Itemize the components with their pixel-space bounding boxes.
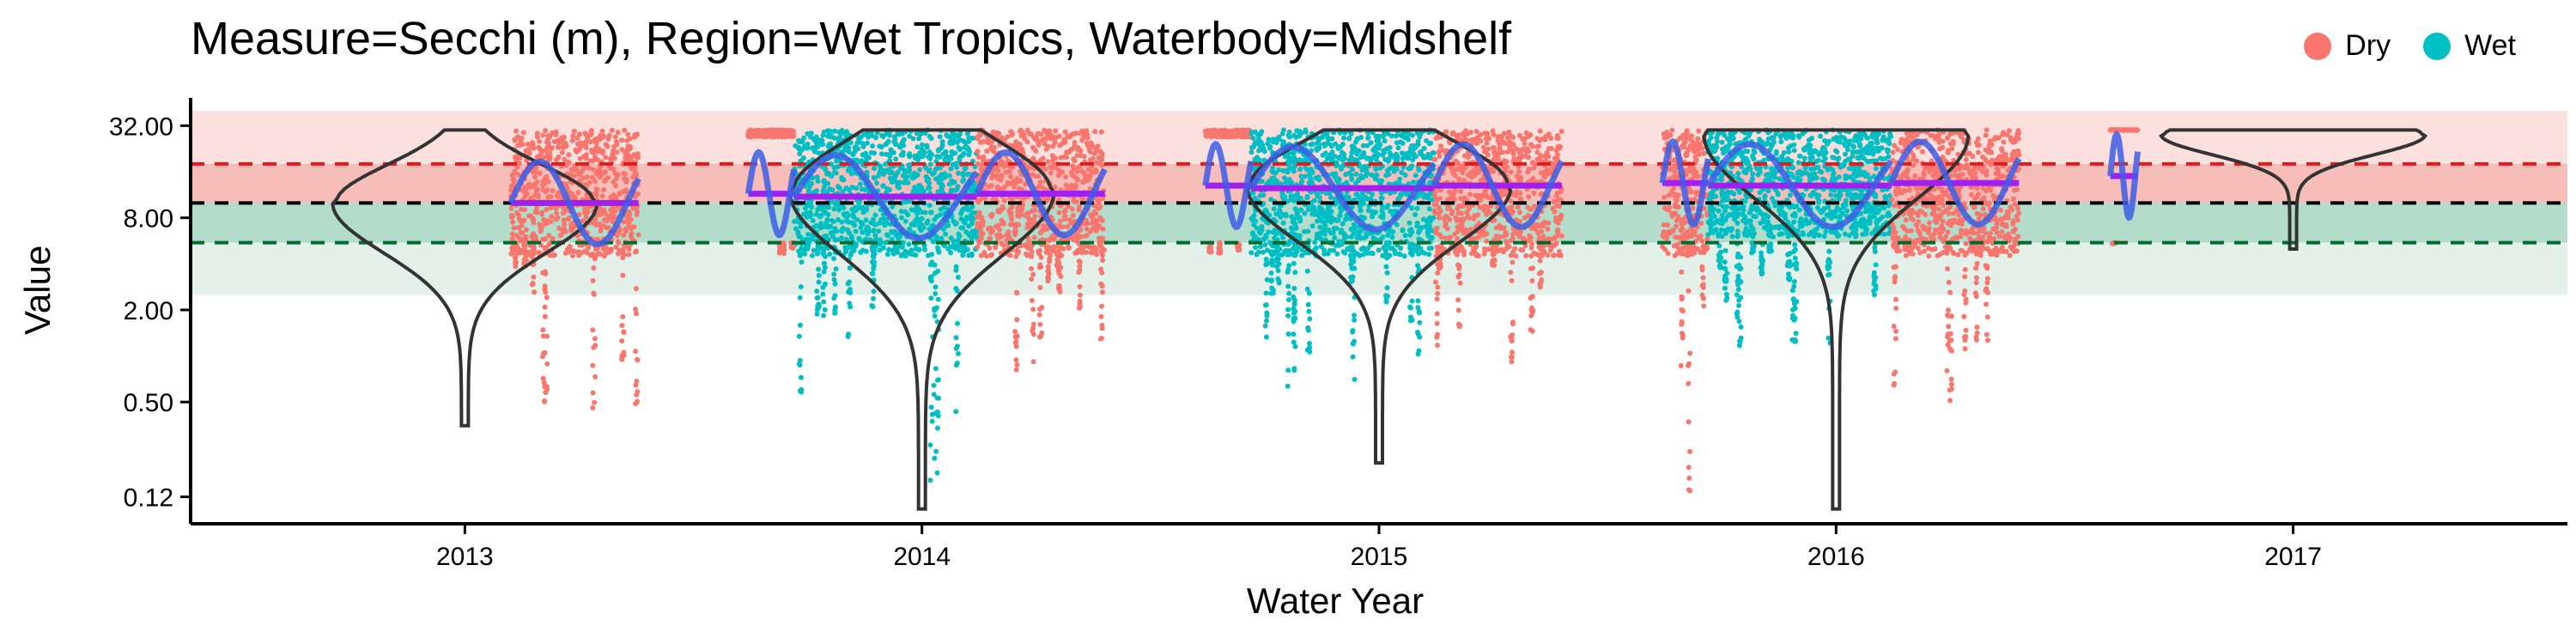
legend-key-dry [2304, 32, 2332, 60]
x-tick-label: 2016 [1807, 543, 1865, 571]
x-tick-label: 2015 [1351, 543, 1408, 571]
violin-2014 [787, 128, 1056, 511]
x-tick-label: 2017 [2264, 543, 2322, 571]
trend-line-2016 [1888, 138, 2022, 228]
y-tick-label: 0.50 [124, 389, 173, 417]
legend-label-wet: Wet [2464, 29, 2516, 62]
x-axis-title: Water Year [1246, 580, 1425, 621]
violin-2017 [2159, 128, 2428, 251]
legend: Dry Wet [2304, 29, 2516, 63]
trend-line-2015 [1202, 140, 1255, 231]
legend-label-dry: Dry [2345, 29, 2391, 62]
x-tick-label: 2013 [436, 543, 494, 571]
legend-key-wet [2423, 32, 2451, 60]
legend-item-wet: Wet [2423, 29, 2516, 63]
legend-item-dry: Dry [2304, 29, 2391, 63]
violin-2016 [1702, 128, 1971, 511]
trend-line-2014 [744, 149, 798, 239]
y-tick-label: 8.00 [124, 205, 173, 234]
trend-line-2014 [791, 152, 980, 241]
trend-line-2016 [1705, 141, 1894, 230]
trend-line-2016 [1659, 137, 1711, 228]
y-tick-label: 0.12 [124, 484, 173, 513]
point-cloud-2015-dry [1202, 127, 1254, 256]
chart-title: Measure=Secchi (m), Region=Wet Tropics, … [191, 13, 1512, 64]
violin-2015 [1245, 128, 1513, 465]
x-tick-label: 2014 [893, 543, 951, 571]
trend-line-2014 [974, 149, 1108, 239]
trend-line-2015 [1249, 143, 1437, 233]
y-tick-label: 2.00 [124, 297, 173, 325]
trend-line-2015 [1431, 141, 1565, 230]
trend-line-2013 [507, 158, 641, 248]
point-cloud-2014-wet [791, 127, 980, 483]
y-tick-label: 32.00 [109, 112, 173, 141]
y-axis-title: Value [17, 245, 58, 335]
point-cloud-2014-dry [745, 127, 797, 257]
trend-line-2017 [2107, 130, 2142, 222]
